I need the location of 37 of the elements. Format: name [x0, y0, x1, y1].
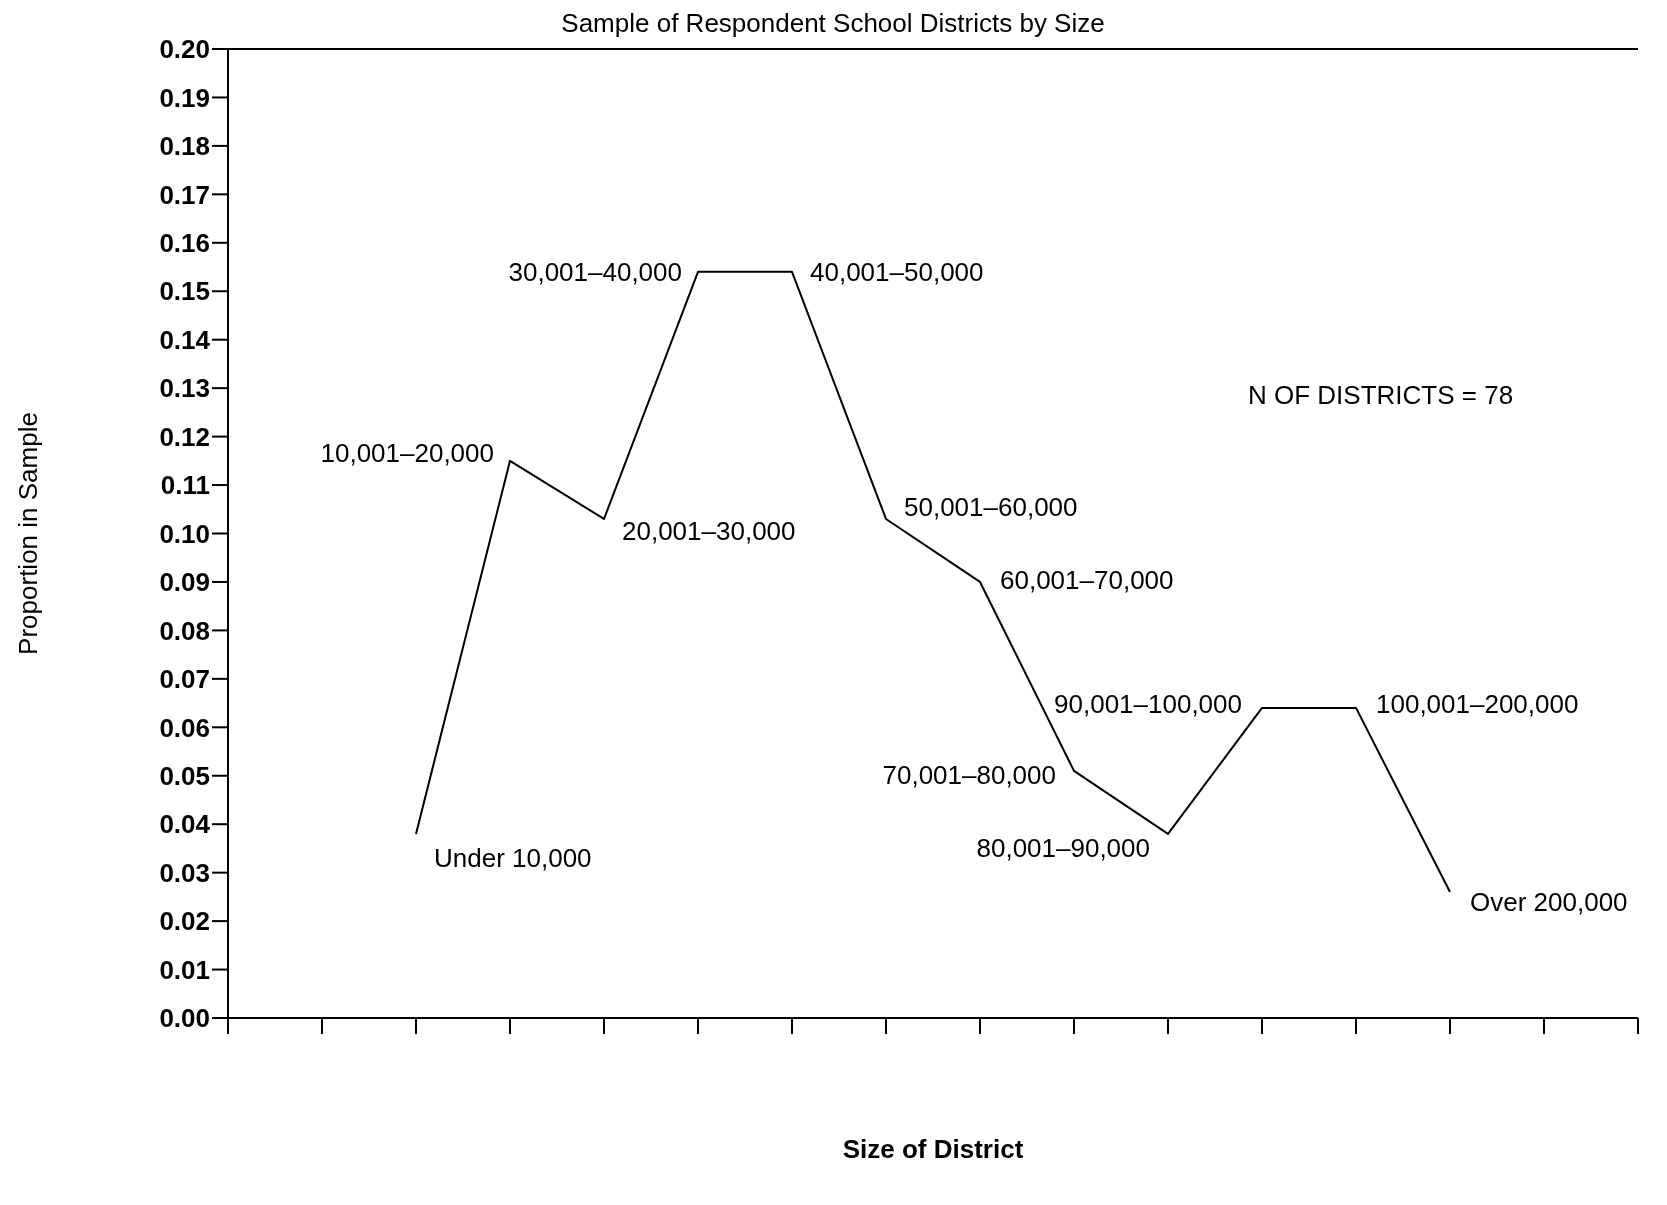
annotation: N OF DISTRICTS = 78 [1248, 380, 1514, 411]
annotation: 20,001–30,000 [622, 516, 796, 547]
y-tick-label: 0.16 [159, 228, 210, 259]
y-tick-label: 0.08 [159, 615, 210, 646]
y-tick-label: 0.07 [159, 664, 210, 695]
y-tick-label: 0.10 [159, 518, 210, 549]
y-tick-label: 0.12 [159, 421, 210, 452]
y-axis-title: Proportion in Sample [13, 412, 44, 655]
y-tick-label: 0.00 [159, 1003, 210, 1034]
annotation: 10,001–20,000 [320, 437, 494, 468]
annotation: 40,001–50,000 [810, 256, 984, 287]
y-tick-label: 0.14 [159, 324, 211, 355]
annotation: Under 10,000 [434, 842, 592, 873]
y-tick-label: 0.17 [159, 179, 210, 210]
chart-title: Sample of Respondent School Districts by Size [561, 8, 1105, 38]
y-tick-label: 0.13 [159, 373, 210, 404]
y-tick-label: 0.09 [159, 567, 210, 598]
x-axis-title: Size of District [842, 1134, 1024, 1164]
annotation: 80,001–90,000 [976, 832, 1150, 863]
y-tick-label: 0.18 [159, 131, 210, 162]
y-tick-label: 0.15 [159, 276, 210, 307]
annotation: Over 200,000 [1470, 887, 1628, 918]
y-tick-label: 0.05 [159, 760, 210, 791]
y-tick-label: 0.02 [159, 906, 210, 937]
y-tick-label: 0.19 [159, 82, 210, 113]
annotation: 70,001–80,000 [882, 760, 1056, 791]
y-tick-label: 0.04 [159, 809, 211, 840]
y-tick-label: 0.06 [159, 712, 210, 743]
annotation: 90,001–100,000 [1054, 689, 1242, 720]
annotation: 100,001–200,000 [1376, 689, 1579, 720]
y-tick-label: 0.01 [159, 954, 210, 985]
y-tick-label: 0.11 [160, 470, 210, 501]
annotation: 30,001–40,000 [508, 256, 682, 287]
annotation: 50,001–60,000 [904, 492, 1078, 523]
y-tick-label: 0.20 [159, 34, 210, 65]
y-tick-label: 0.03 [159, 857, 210, 888]
annotation: 60,001–70,000 [1000, 565, 1174, 596]
